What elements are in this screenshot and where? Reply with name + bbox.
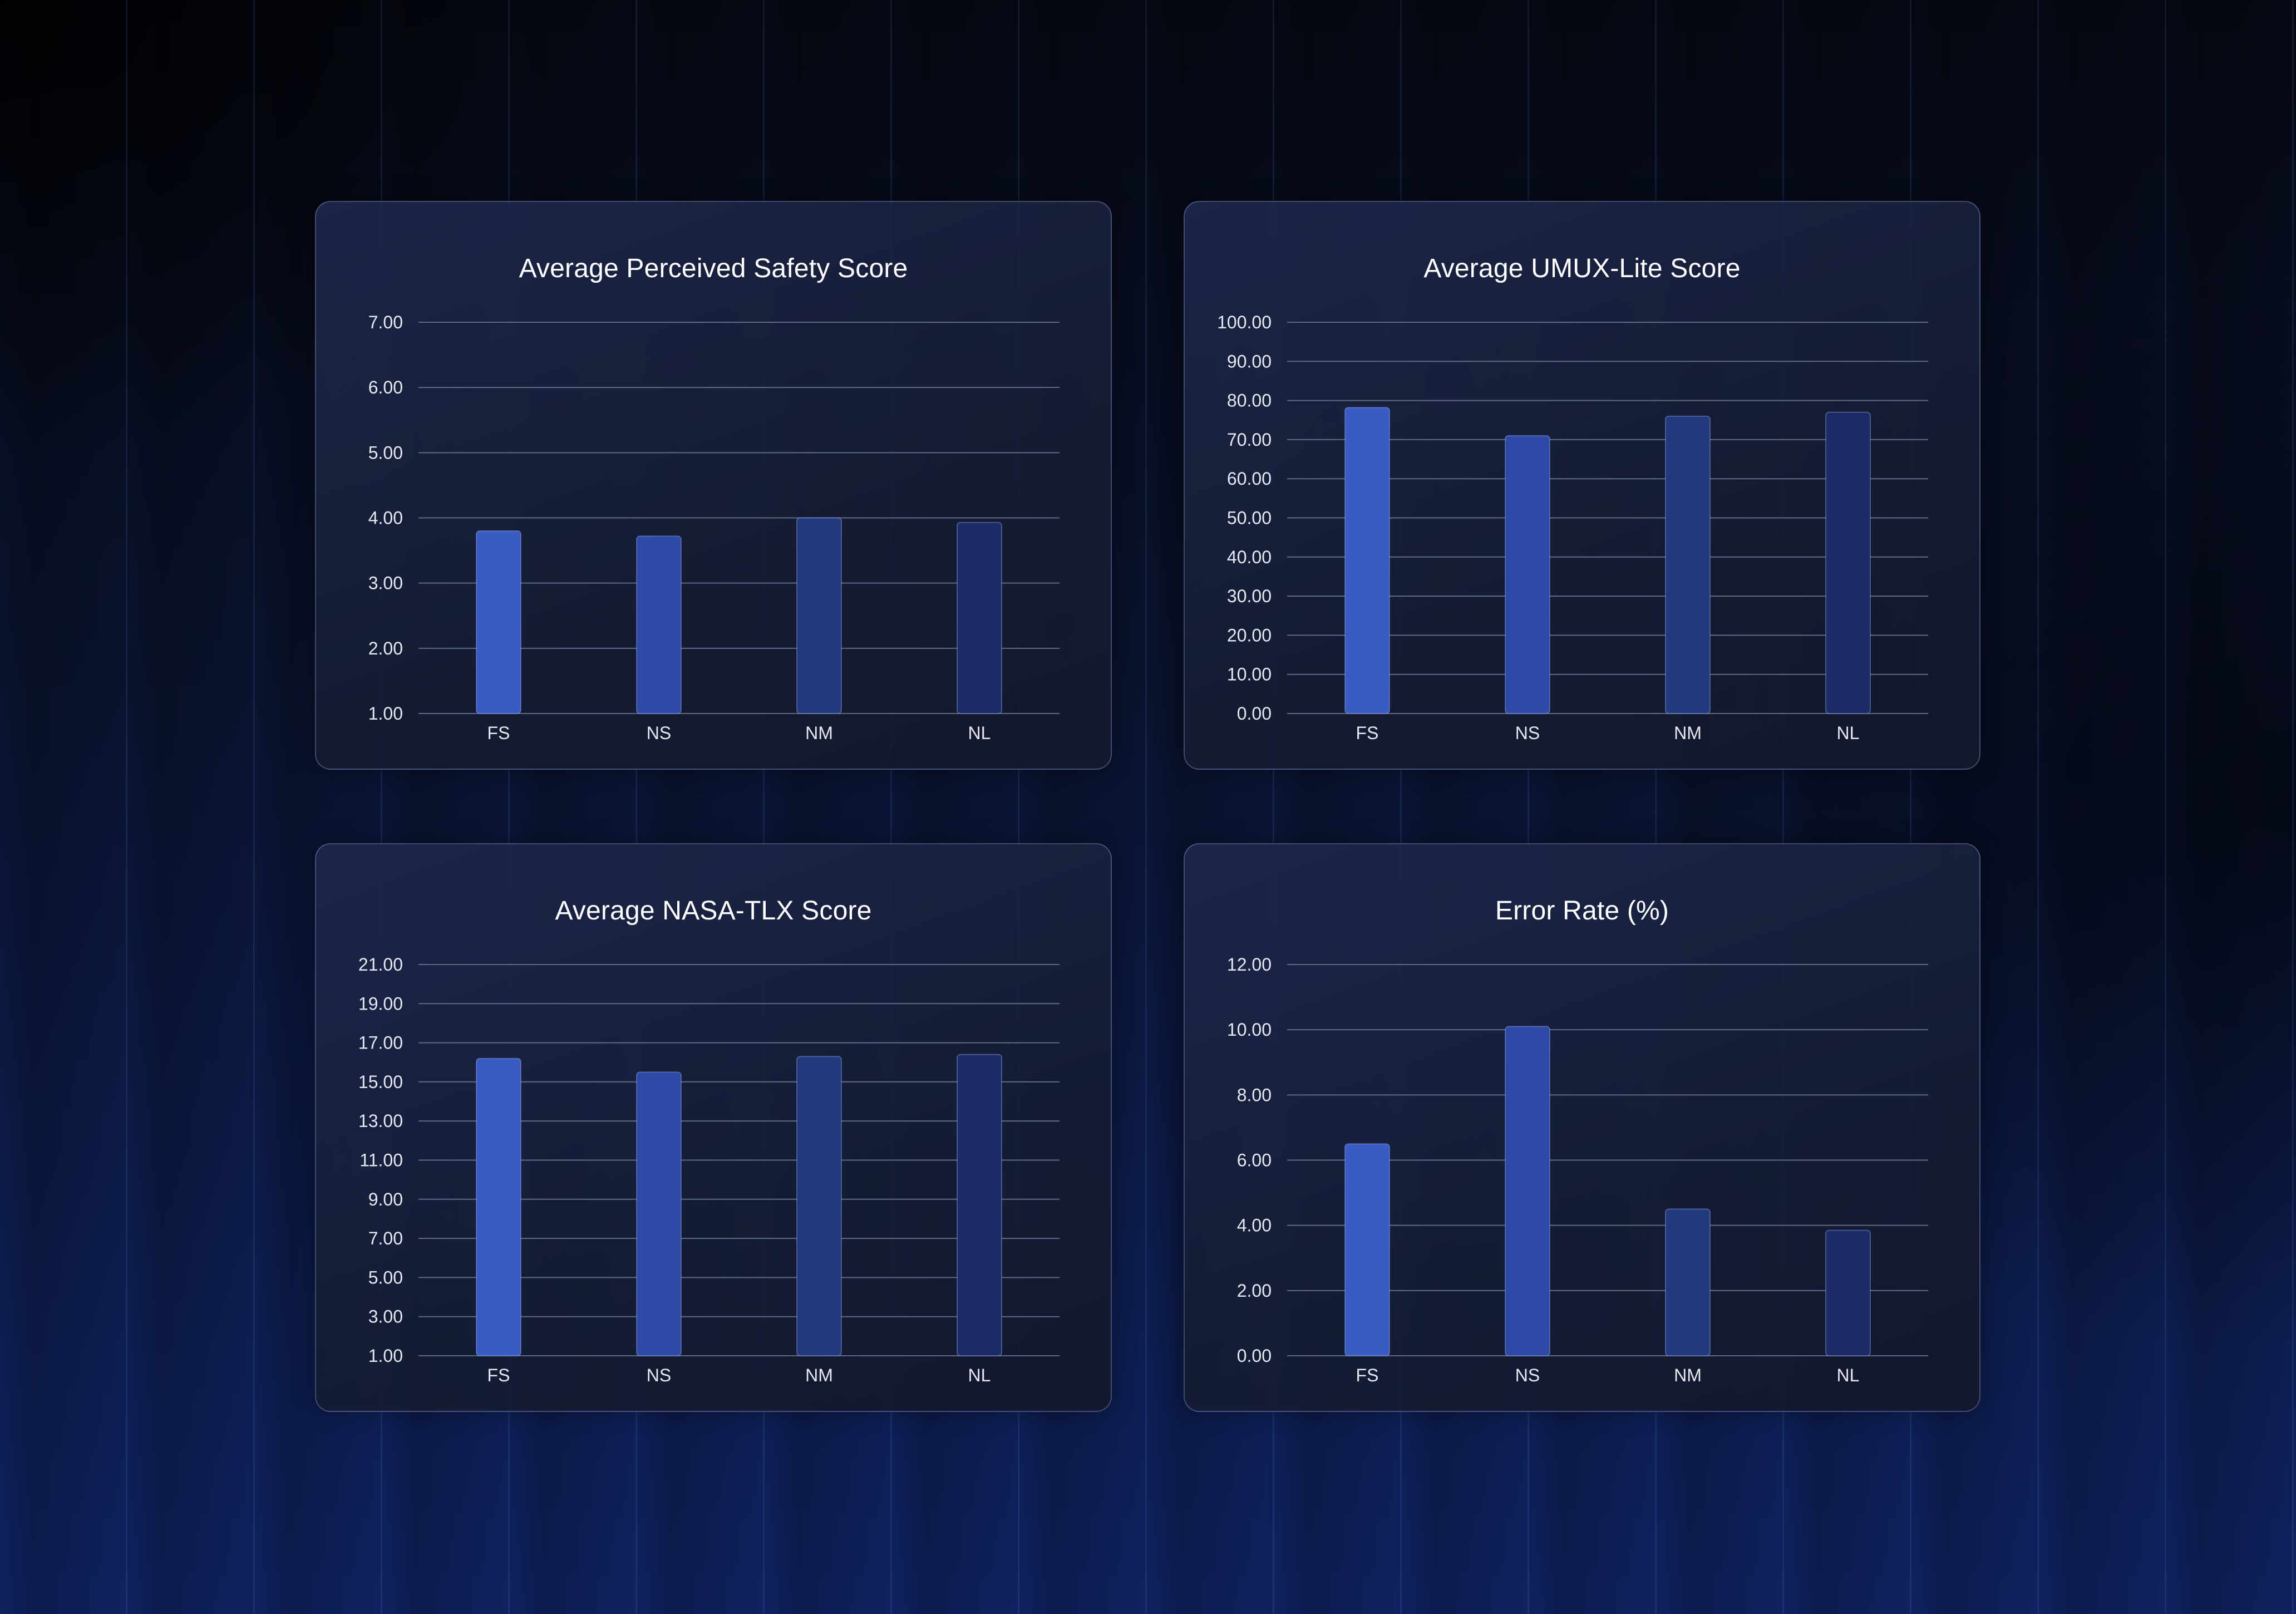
bar-ns xyxy=(636,1071,682,1356)
bar-nm xyxy=(1665,1208,1711,1356)
y-tick-label: 2.00 xyxy=(368,638,403,658)
y-tick-label: 50.00 xyxy=(1227,508,1272,528)
x-tick-label: NM xyxy=(805,723,833,743)
bar-fs xyxy=(1344,407,1390,714)
y-tick-label: 13.00 xyxy=(358,1111,403,1131)
chart-title: Average NASA-TLX Score xyxy=(555,896,872,926)
x-tick-label: NS xyxy=(1515,1365,1540,1385)
x-tick-label: NS xyxy=(647,1365,671,1385)
bar-ns xyxy=(636,535,682,714)
y-tick-label: 10.00 xyxy=(1227,665,1272,685)
y-tick-label: 5.00 xyxy=(368,1267,403,1287)
y-tick-label: 8.00 xyxy=(1237,1085,1272,1105)
x-tick-label: NL xyxy=(1837,1365,1860,1385)
y-tick-label: 19.00 xyxy=(358,993,403,1013)
y-tick-label: 90.00 xyxy=(1227,351,1272,371)
bar-ns xyxy=(1505,1026,1550,1356)
bar-nl xyxy=(1825,1229,1871,1356)
y-tick-label: 4.00 xyxy=(1237,1216,1272,1236)
y-tick-label: 6.00 xyxy=(368,377,403,397)
chart-plot: 1.00 3.00 5.00 7.00 9.00 11.00 13.00 15.00 17.00… xyxy=(358,954,1060,1385)
chart-card-perceived-safety: Average Perceived Safety Score 1.00 2.00 3… xyxy=(315,201,1112,770)
y-tick-label: 3.00 xyxy=(368,573,403,593)
y-tick-label: 21.00 xyxy=(358,954,403,975)
chart-title: Error Rate (%) xyxy=(1495,896,1669,926)
bar-fs xyxy=(1344,1143,1390,1356)
x-tick-label: FS xyxy=(1356,723,1379,743)
x-tick-label: FS xyxy=(487,723,510,743)
y-tick-label: 7.00 xyxy=(368,1228,403,1248)
y-tick-label: 70.00 xyxy=(1227,430,1272,450)
y-tick-label: 1.00 xyxy=(368,703,403,724)
y-tick-label: 12.00 xyxy=(1227,954,1272,975)
bar-ns xyxy=(1505,435,1550,714)
y-tick-label: 5.00 xyxy=(368,442,403,462)
y-tick-label: 20.00 xyxy=(1227,625,1272,645)
y-tick-label: 10.00 xyxy=(1227,1020,1272,1040)
y-tick-label: 40.00 xyxy=(1227,547,1272,567)
chart-title: Average UMUX-Lite Score xyxy=(1423,254,1741,283)
y-tick-label: 100.00 xyxy=(1217,312,1272,332)
y-tick-label: 2.00 xyxy=(1237,1281,1272,1301)
bar-nm xyxy=(1665,415,1711,715)
bar-nl xyxy=(957,1054,1002,1356)
y-tick-label: 60.00 xyxy=(1227,469,1272,489)
x-tick-label: NS xyxy=(647,723,671,743)
bar-nl xyxy=(1825,411,1871,714)
y-tick-label: 7.00 xyxy=(368,312,403,332)
y-tick-label: 17.00 xyxy=(358,1033,403,1053)
chart-plot: 1.00 2.00 3.00 4.00 5.00 6.00 7.00 FS NS NM NL xyxy=(368,312,1060,743)
y-tick-label: 9.00 xyxy=(368,1189,403,1209)
x-tick-label: NL xyxy=(1837,723,1860,743)
bar-fs xyxy=(476,1057,521,1357)
y-tick-label: 4.00 xyxy=(368,508,403,528)
bar-nm xyxy=(796,517,842,714)
x-tick-label: NM xyxy=(1674,1365,1702,1385)
x-tick-label: FS xyxy=(1356,1365,1379,1385)
x-tick-label: NM xyxy=(805,1365,833,1385)
bar-fs xyxy=(476,530,521,715)
x-tick-label: NS xyxy=(1515,723,1540,743)
chart-title: Average Perceived Safety Score xyxy=(519,254,908,283)
bar-nl xyxy=(957,521,1002,714)
y-tick-label: 1.00 xyxy=(368,1346,403,1366)
chart-plot: 0.00 10.00 20.00 30.00 40.00 50.00 60.00 70.00 8… xyxy=(1217,312,1928,743)
y-tick-label: 15.00 xyxy=(358,1072,403,1092)
y-tick-label: 6.00 xyxy=(1237,1150,1272,1170)
bar-nm xyxy=(796,1056,842,1356)
x-tick-label: NL xyxy=(968,1365,991,1385)
chart-card-umux-lite: Average UMUX-Lite Score 0.00 10.00 20.00 30… xyxy=(1184,201,1980,770)
x-tick-label: NL xyxy=(968,723,991,743)
x-tick-label: FS xyxy=(487,1365,510,1385)
chart-card-nasa-tlx: Average NASA-TLX Score 1.00 3.00 5.00 7.00 9… xyxy=(315,843,1112,1412)
x-tick-label: NM xyxy=(1674,723,1702,743)
chart-card-error-rate: Error Rate (%) 0.00 2.00 4.00 6.00 8.00 10.00… xyxy=(1184,843,1980,1412)
y-tick-label: 11.00 xyxy=(359,1150,403,1170)
y-tick-label: 0.00 xyxy=(1237,703,1272,724)
chart-plot: 0.00 2.00 4.00 6.00 8.00 10.00 12.00 FS NS NM NL xyxy=(1227,954,1928,1385)
y-tick-label: 0.00 xyxy=(1237,1346,1272,1366)
y-tick-label: 30.00 xyxy=(1227,586,1272,606)
y-tick-label: 80.00 xyxy=(1227,391,1272,411)
y-tick-label: 3.00 xyxy=(368,1307,403,1327)
